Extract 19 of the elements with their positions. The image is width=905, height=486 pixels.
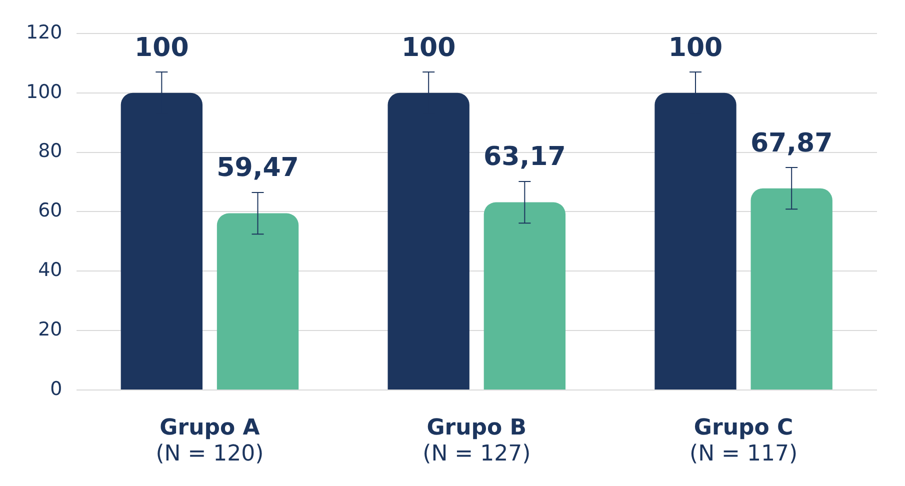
y-tick-label: 40 bbox=[38, 259, 62, 282]
x-tick-label: Grupo B (N = 127) bbox=[422, 416, 531, 467]
bar bbox=[216, 213, 299, 390]
data-label: 100 bbox=[134, 32, 189, 63]
x-tick-label: Grupo C (N = 117) bbox=[690, 416, 798, 467]
x-tick-label: Grupo A (N = 120) bbox=[156, 416, 264, 467]
data-label: 63,17 bbox=[484, 142, 566, 172]
data-label: 100 bbox=[668, 32, 723, 63]
data-label: 100 bbox=[401, 32, 456, 63]
bar bbox=[750, 188, 832, 390]
y-tick-label: 60 bbox=[38, 200, 62, 222]
y-tick-label: 80 bbox=[38, 140, 62, 162]
bar bbox=[484, 202, 566, 390]
data-label: 67,87 bbox=[750, 128, 833, 158]
y-tick-label: 20 bbox=[38, 318, 62, 341]
data-label: 59,47 bbox=[216, 153, 299, 184]
y-tick-label: 100 bbox=[26, 80, 62, 103]
y-tick-label: 120 bbox=[26, 21, 62, 44]
y-tick-label: 0 bbox=[50, 378, 62, 400]
